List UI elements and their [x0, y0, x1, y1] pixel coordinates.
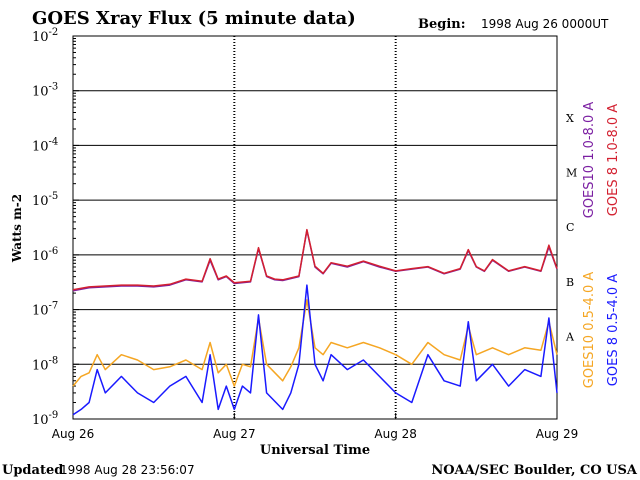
flare-class-label: M — [566, 167, 577, 180]
begin-value: 1998 Aug 26 0000UT — [481, 17, 609, 31]
legend-entry: GOES10 0.5-4.0 A — [582, 272, 597, 389]
legend-entry: GOES 8 1.0-8.0 A — [606, 104, 621, 216]
y-axis-label: Watts m-2 — [10, 194, 24, 263]
legend-entry: GOES 8 0.5-4.0 A — [606, 274, 621, 386]
chart-title: GOES Xray Flux (5 minute data) — [32, 8, 356, 29]
legend-entry: GOES10 1.0-8.0 A — [582, 102, 597, 219]
legend-entry-text: GOES10 0.5-4.0 A GOES 8 0.5-4.0 A — [582, 272, 621, 389]
horizontal-grid — [73, 35, 557, 420]
series-line — [72, 284, 558, 416]
legend: GOES10 1.0-8.0 A GOES 8 1.0-8.0 A GOES10 0… — [582, 102, 621, 389]
x-tick-label: Aug 26 — [52, 427, 95, 441]
legend-group: GOES10 1.0-8.0 A GOES 8 1.0-8.0 A — [582, 102, 621, 219]
begin-label: Begin: — [418, 17, 466, 32]
y-tick-label: 10-2 — [32, 27, 58, 45]
flare-class-label: C — [566, 221, 574, 234]
x-axis-label: Universal Time — [260, 443, 370, 458]
x-tick-label: Aug 27 — [213, 427, 256, 441]
y-tick-label: 10-7 — [32, 301, 58, 319]
y-tick-label: 10-5 — [32, 191, 58, 209]
x-tick-label: Aug 28 — [374, 427, 417, 441]
series-lines — [72, 228, 558, 416]
flare-class-label: A — [565, 331, 575, 344]
updated-value: 1998 Aug 28 23:56:07 — [60, 463, 195, 477]
y-tick-label: 10-4 — [32, 136, 58, 154]
y-tick-label: 10-8 — [32, 355, 58, 373]
series-line — [72, 229, 558, 292]
legend-entry-text: GOES10 1.0-8.0 A GOES 8 1.0-8.0 A — [582, 102, 621, 219]
y-axis-ticks: 10-2 10-3 10-4 10-5 10-6 10-7 10-8 10-9 — [32, 27, 79, 428]
x-tick-label: Aug 29 — [536, 427, 579, 441]
y-tick-label: 10-6 — [32, 246, 58, 264]
credit-text: NOAA/SEC Boulder, CO USA — [431, 463, 638, 478]
legend-group: GOES10 0.5-4.0 A GOES 8 0.5-4.0 A — [582, 272, 621, 389]
flare-class-labels: X M C B A — [565, 112, 577, 344]
flare-class-label: X — [566, 112, 574, 125]
x-axis-ticks: Aug 26 Aug 27 Aug 28 Aug 29 — [52, 413, 579, 441]
y-tick-label: 10-9 — [32, 410, 58, 428]
day-divider-lines — [233, 36, 397, 419]
y-tick-label: 10-3 — [32, 82, 58, 100]
updated-label: Updated — [2, 463, 63, 478]
series-line — [72, 228, 558, 291]
flare-class-label: B — [566, 276, 574, 289]
